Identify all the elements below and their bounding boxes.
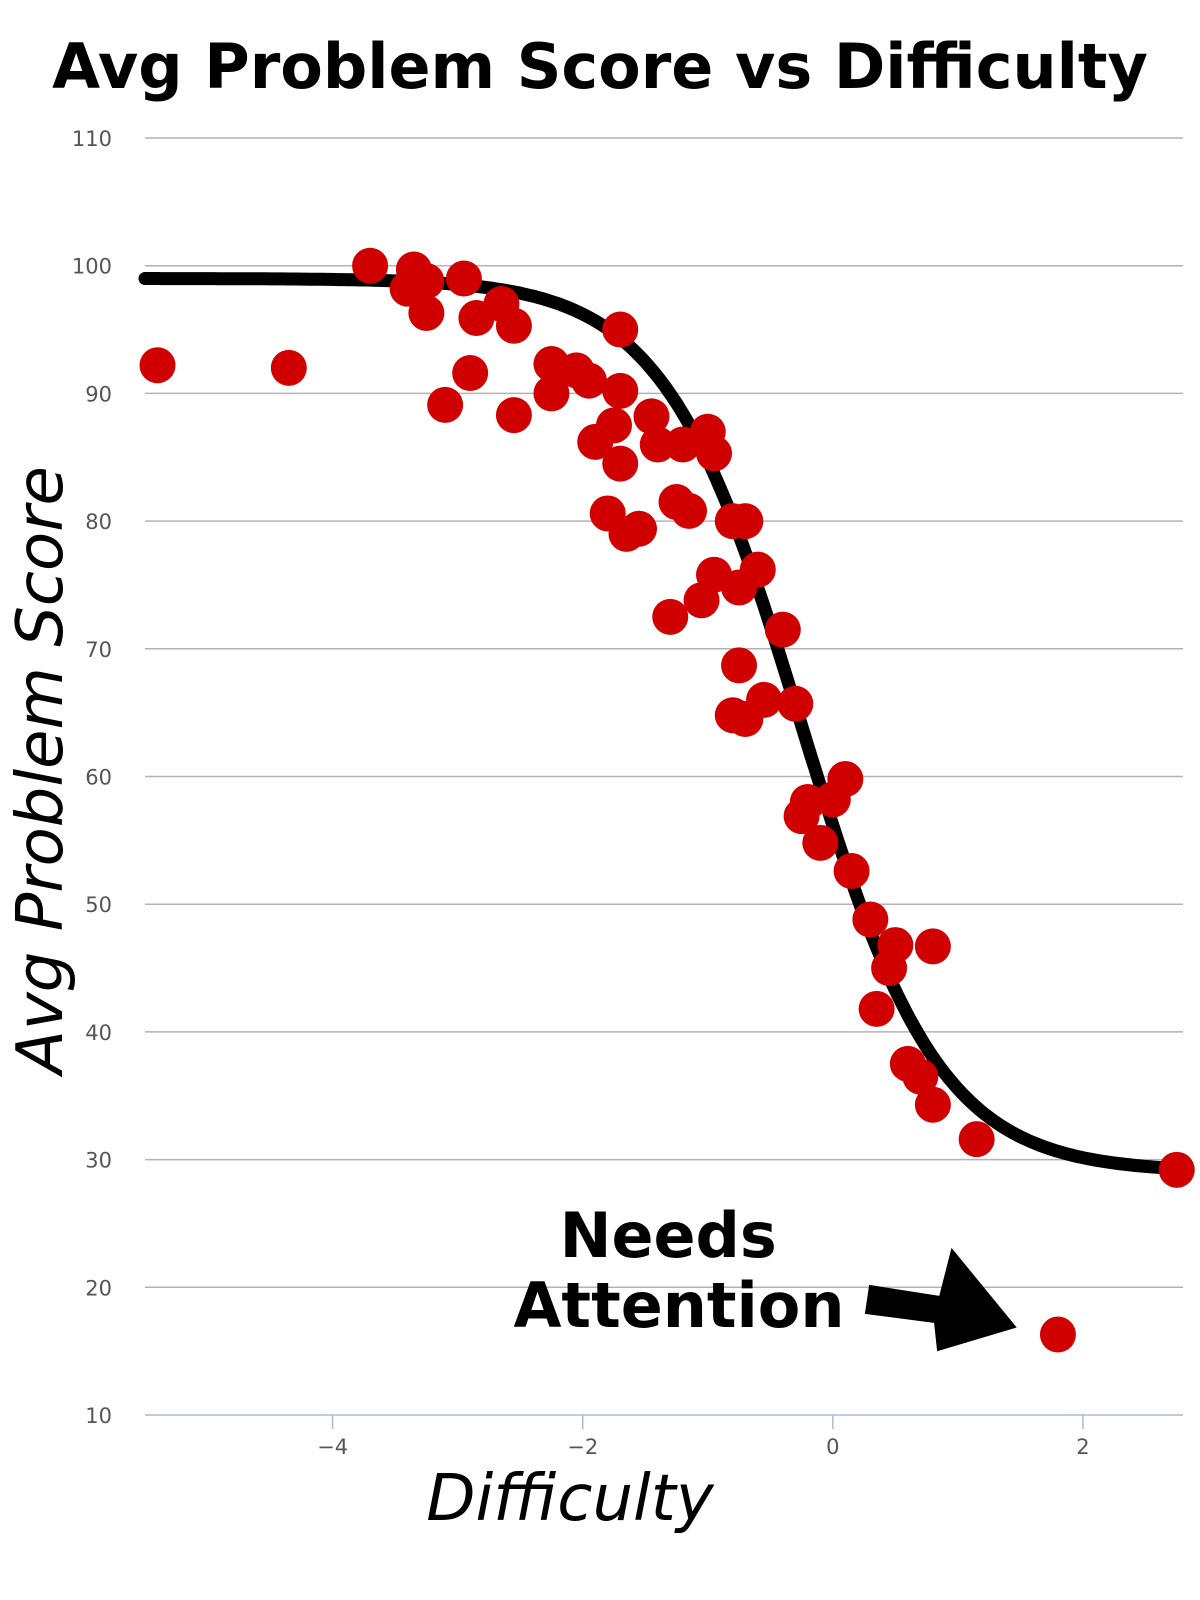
data-point xyxy=(652,598,689,635)
data-point xyxy=(270,349,307,386)
data-point xyxy=(570,362,607,399)
fit-curve-layer xyxy=(138,272,1190,1176)
x-tick-labels: −4 −2 0 2 xyxy=(317,1415,1090,1459)
x-tick-label: 0 xyxy=(826,1435,839,1459)
data-point xyxy=(802,824,839,861)
data-point xyxy=(902,1058,939,1095)
data-point xyxy=(764,611,801,648)
data-point xyxy=(671,492,708,529)
data-point xyxy=(620,510,657,547)
annotation-text: Needs Attention xyxy=(513,1199,844,1342)
data-point xyxy=(777,685,814,722)
chart-title: Avg Problem Score vs Difficulty xyxy=(52,30,1148,103)
data-point xyxy=(739,551,776,588)
annotation: Needs Attention xyxy=(513,1199,1017,1352)
x-tick-label: −2 xyxy=(567,1435,598,1459)
data-point xyxy=(139,347,176,384)
y-tick-label: 80 xyxy=(85,510,112,534)
data-point xyxy=(871,950,908,987)
data-point xyxy=(427,386,464,423)
y-tick-label: 70 xyxy=(85,638,112,662)
y-tick-label: 10 xyxy=(85,1404,112,1428)
data-point xyxy=(958,1121,995,1158)
data-point xyxy=(696,435,733,472)
data-point xyxy=(914,1086,951,1123)
annotation-line-1: Needs xyxy=(560,1199,777,1272)
y-tick-label: 110 xyxy=(72,127,112,151)
y-tick-label: 100 xyxy=(72,255,112,279)
y-tick-label: 40 xyxy=(85,1021,112,1045)
y-tick-label: 50 xyxy=(85,893,112,917)
data-point xyxy=(445,260,482,297)
data-point xyxy=(783,798,820,835)
x-axis-title: Difficulty xyxy=(426,1462,715,1536)
data-point xyxy=(639,426,676,463)
data-points xyxy=(139,247,1195,1353)
data-point xyxy=(408,294,445,331)
data-point xyxy=(852,901,889,938)
x-tick-label: −4 xyxy=(317,1435,348,1459)
y-tick-label: 90 xyxy=(85,382,112,406)
y-tick-label: 60 xyxy=(85,766,112,790)
data-point xyxy=(602,445,639,482)
data-point xyxy=(352,247,389,284)
data-point xyxy=(602,372,639,409)
data-point xyxy=(721,647,758,684)
data-point xyxy=(452,354,489,391)
data-point xyxy=(833,852,870,889)
data-point xyxy=(602,311,639,348)
y-axis-title: Avg Problem Score xyxy=(4,466,78,1078)
data-point xyxy=(408,263,445,300)
data-point xyxy=(633,398,670,435)
y-tick-label: 30 xyxy=(85,1149,112,1173)
annotation-arrow xyxy=(864,1247,1017,1352)
data-point xyxy=(595,407,632,444)
data-point xyxy=(746,681,783,718)
data-point xyxy=(858,990,895,1027)
annotation-line-2: Attention xyxy=(513,1269,844,1342)
data-point xyxy=(1158,1151,1195,1188)
x-tick-label: 2 xyxy=(1076,1435,1089,1459)
data-point xyxy=(1039,1316,1076,1353)
data-point xyxy=(914,928,951,965)
y-tick-label: 20 xyxy=(85,1276,112,1300)
fit-curve xyxy=(138,272,1190,1176)
data-point xyxy=(495,307,532,344)
data-point xyxy=(495,397,532,434)
data-point xyxy=(533,375,570,412)
y-tick-labels: 10 20 30 40 50 60 70 80 90 100 110 xyxy=(72,127,112,1428)
data-point xyxy=(727,503,764,540)
